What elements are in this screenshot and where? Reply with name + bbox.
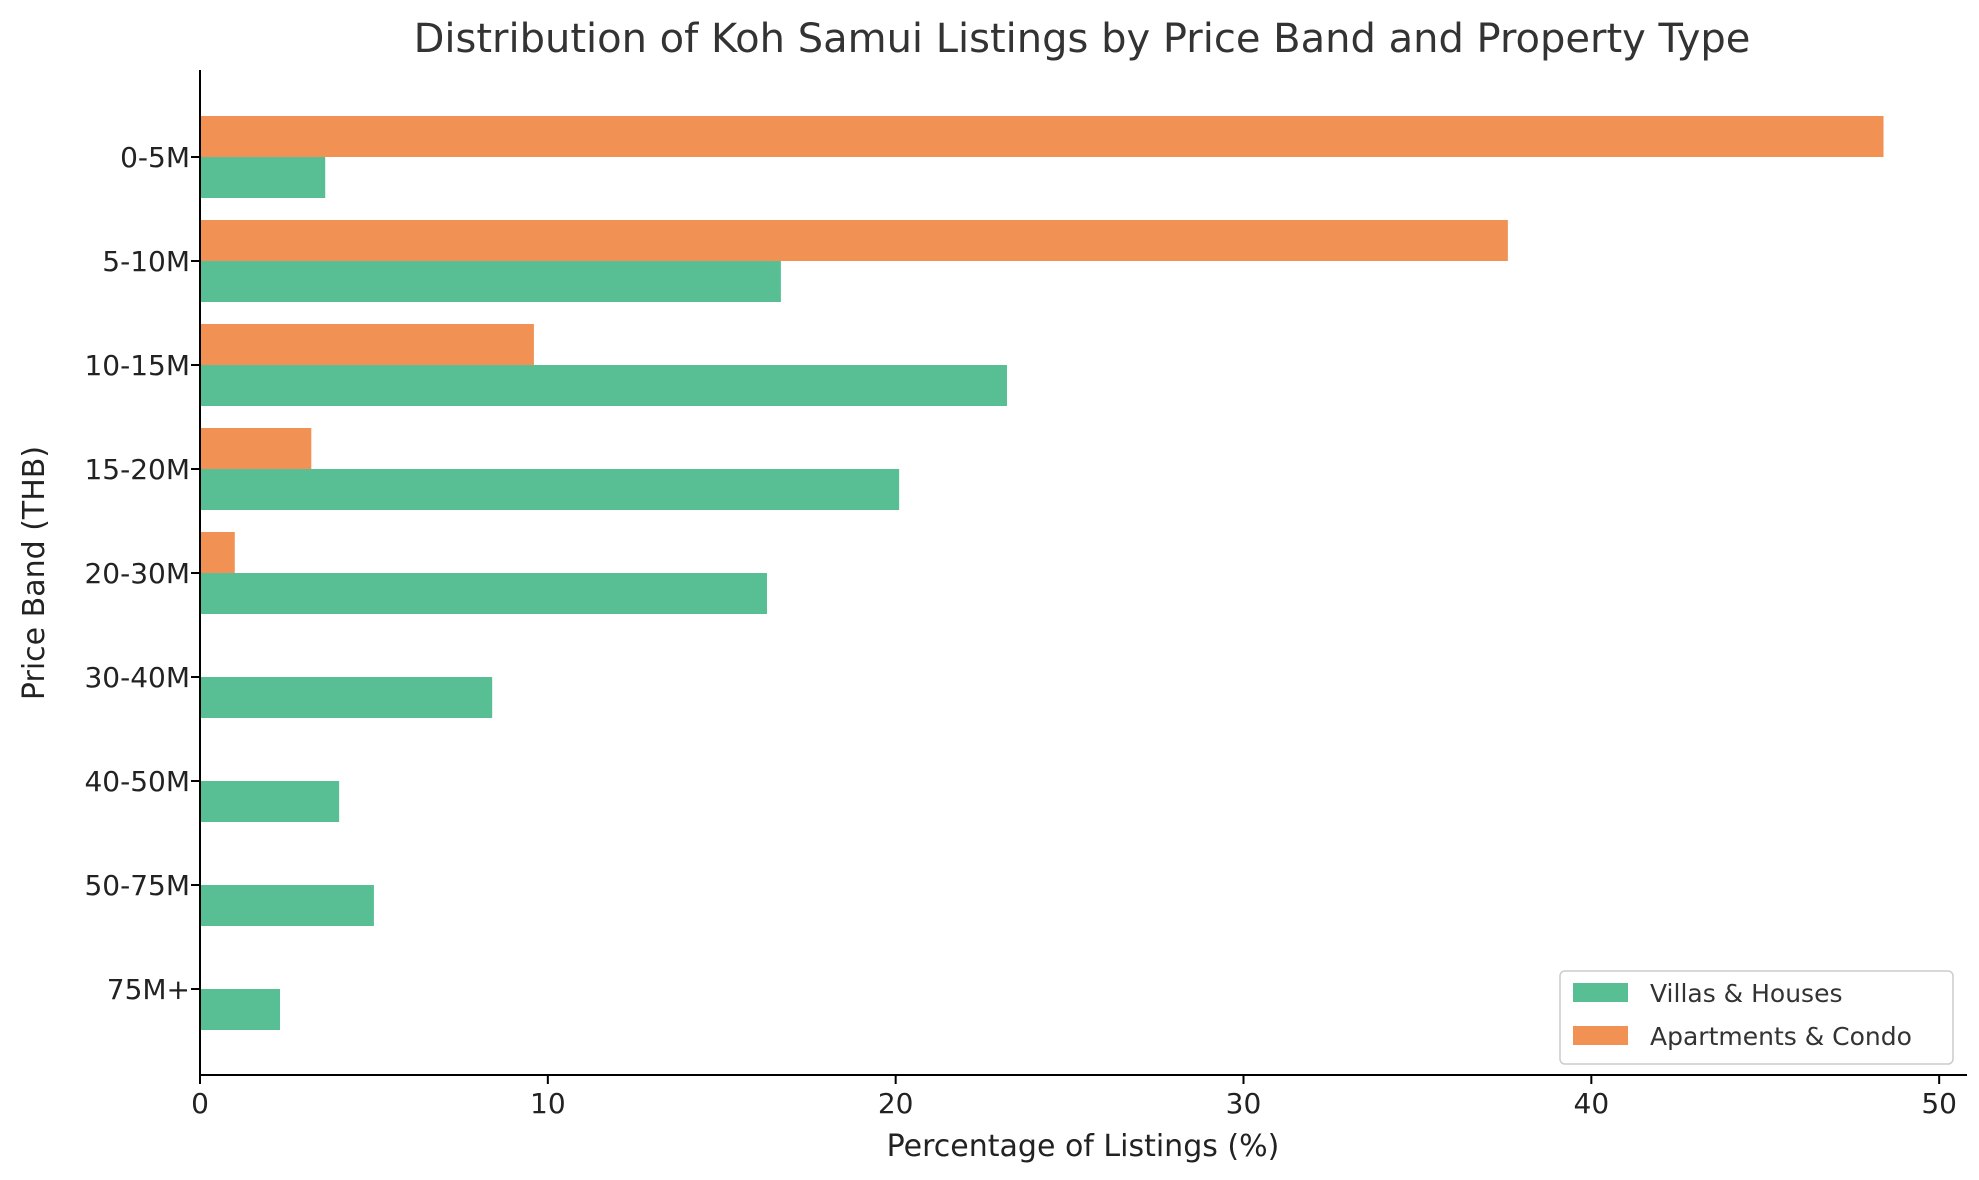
y-tick-label: 5-10M xyxy=(102,245,190,278)
y-tick-label: 50-75M xyxy=(84,869,190,902)
legend-label-apartments: Apartments & Condo xyxy=(1650,1022,1912,1051)
bar-villas-5-10M xyxy=(200,261,781,302)
bar-apartments-20-30M xyxy=(200,532,235,573)
x-tick-label: 20 xyxy=(878,1087,914,1120)
bars-group xyxy=(200,116,1884,1030)
y-tick-label: 15-20M xyxy=(84,453,190,486)
y-tick-label: 30-40M xyxy=(84,661,190,694)
bar-villas-40-50M xyxy=(200,781,340,822)
legend-label-villas: Villas & Houses xyxy=(1650,979,1843,1008)
y-tick-label: 10-15M xyxy=(84,349,190,382)
bar-villas-15-20M xyxy=(200,469,900,510)
legend-swatch-villas xyxy=(1573,983,1628,1002)
bar-villas-0-5M xyxy=(200,157,326,198)
bar-apartments-15-20M xyxy=(200,428,312,469)
y-axis-label: Price Band (THB) xyxy=(17,446,52,700)
legend-swatch-apartments xyxy=(1573,1026,1628,1045)
bar-villas-75M+ xyxy=(200,989,281,1030)
x-tick-label: 50 xyxy=(1921,1087,1957,1120)
bar-villas-20-30M xyxy=(200,573,767,614)
bar-villas-50-75M xyxy=(200,885,374,926)
bar-apartments-10-15M xyxy=(200,324,534,365)
x-tick-label: 40 xyxy=(1574,1087,1610,1120)
legend: Villas & Houses Apartments & Condo xyxy=(1559,970,1954,1065)
y-tick-label: 0-5M xyxy=(120,141,190,174)
x-tick-label: 0 xyxy=(191,1087,209,1120)
x-tick-label: 30 xyxy=(1226,1087,1262,1120)
y-axis-ticks: 0-5M 5-10M 10-15M 15-20M 20-30M 30-40M 40-50M 5… xyxy=(84,141,200,1006)
chart-title: Distribution of Koh Samui Listings by Pr… xyxy=(414,16,1751,62)
bar-villas-10-15M xyxy=(200,365,1007,406)
legend-frame xyxy=(1559,970,1954,1065)
x-axis-label: Percentage of Listings (%) xyxy=(887,1129,1280,1164)
bar-villas-30-40M xyxy=(200,677,493,718)
y-tick-label: 75M+ xyxy=(107,973,190,1006)
y-tick-label: 20-30M xyxy=(84,557,190,590)
x-tick-label: 10 xyxy=(530,1087,566,1120)
y-tick-label: 40-50M xyxy=(84,765,190,798)
bar-apartments-5-10M xyxy=(200,220,1508,261)
x-axis-ticks: 0 10 20 30 40 50 xyxy=(191,1075,1957,1120)
bar-apartments-0-5M xyxy=(200,116,1884,157)
